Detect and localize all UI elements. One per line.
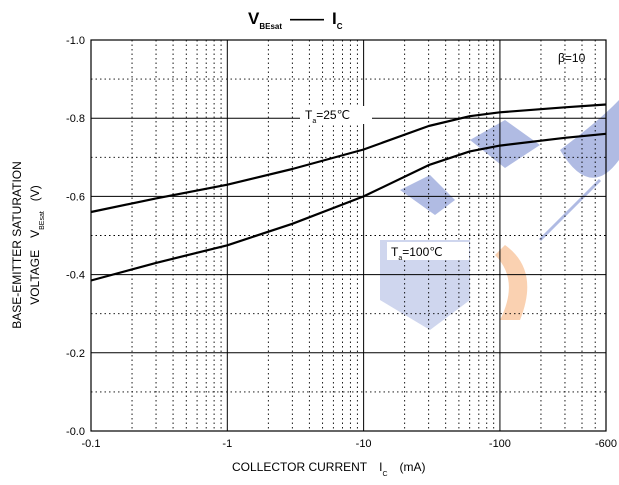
series-label-sub: a <box>312 118 316 125</box>
y-tick-label: -0.6 <box>66 191 85 203</box>
y-axis-label-main: VOLTAGE <box>28 250 42 305</box>
series-label-bg <box>300 106 372 124</box>
y-tick-label: -0.8 <box>66 113 85 125</box>
title-sub2: C <box>337 22 343 31</box>
grid <box>91 40 606 431</box>
title-main: V <box>248 9 260 28</box>
series-label-bg <box>387 242 469 260</box>
y-axis-label-line2: VOLTAGE VBEsat (V) <box>28 185 46 305</box>
series-label-main: T <box>391 245 399 259</box>
x-tick-label: -10 <box>356 438 372 450</box>
series-line-1 <box>90 132 607 282</box>
y-axis-label-unit: (V) <box>28 185 42 201</box>
y-tick-label: -0.4 <box>66 270 85 282</box>
y-tick-label: -1.0 <box>66 35 85 47</box>
x-tick-labels: -0.1 -1 -10 -100 -600 <box>82 438 618 450</box>
x-tick-label: -0.1 <box>82 438 101 450</box>
series-label-text: Ta=25℃ <box>305 108 350 125</box>
watermark <box>380 100 619 330</box>
series-label-100c: Ta=100℃ <box>387 242 469 262</box>
x-tick-label: -600 <box>595 438 617 450</box>
x-axis-label: COLLECTOR CURRENT IC (mA) <box>232 460 426 478</box>
y-tick-label: -0.0 <box>66 426 85 438</box>
y-axis-label-sym: V <box>28 230 42 238</box>
x-tick-label: -1 <box>222 438 232 450</box>
x-axis-label-sub: C <box>382 471 387 478</box>
series-label-main: T <box>305 108 313 122</box>
y-axis-label-sub: BEsat <box>39 211 46 230</box>
title-main2: I <box>332 9 337 28</box>
series-label-rest: =100℃ <box>402 245 443 259</box>
plot-frame <box>90 39 607 432</box>
x-axis-label-sym: I <box>379 460 382 474</box>
title-dash: —— <box>290 9 324 28</box>
series-line-0 <box>90 103 607 214</box>
x-axis-label-main: COLLECTOR CURRENT <box>232 460 368 474</box>
series-label-25c: Ta=25℃ <box>300 106 372 125</box>
title-sub: BEsat <box>259 22 282 31</box>
y-axis-label-line1: BASE-EMITTER SATURATION <box>10 161 24 329</box>
chart-title: VBEsat —— IC <box>248 9 343 31</box>
series-layer <box>90 103 607 282</box>
series-label-rest: =25℃ <box>316 108 350 122</box>
condition-annotation: β=10 <box>558 51 586 65</box>
x-tick-label: -100 <box>489 438 511 450</box>
y-tick-labels: -1.0 -0.8 -0.6 -0.4 -0.2 -0.0 <box>66 35 85 438</box>
series-label-text: Ta=100℃ <box>391 245 443 262</box>
series-label-sub: a <box>398 255 402 262</box>
x-axis-label-unit: (mA) <box>400 460 426 474</box>
y-tick-label: -0.2 <box>66 348 85 360</box>
